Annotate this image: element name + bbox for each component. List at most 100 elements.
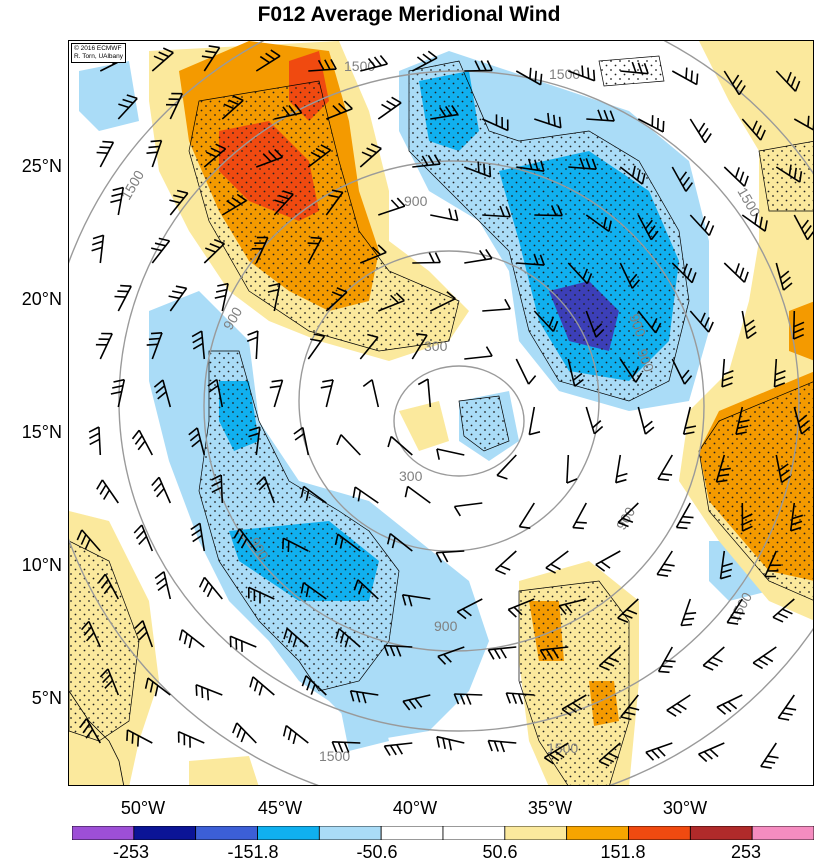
longitude-label: 50°W [120, 798, 166, 818]
wind-barb-flag [201, 55, 213, 59]
wind-barb [533, 310, 554, 332]
colorbar-cell [257, 826, 320, 840]
wind-barb [216, 379, 224, 408]
wind-barb-flag [79, 718, 88, 728]
wind-barb [721, 358, 726, 387]
wind-barb-flag [703, 751, 713, 760]
wind-barb [568, 70, 595, 82]
wind-barb-flag [558, 605, 567, 615]
colorbar-label: 253 [730, 842, 762, 862]
wind-barb [585, 214, 610, 233]
wind-barb-flag [267, 288, 279, 293]
wind-barb [255, 237, 269, 264]
wind-barb [282, 537, 309, 552]
wind-barb-flag [599, 664, 610, 671]
wind-barb-flag [228, 99, 239, 106]
wind-barb [689, 118, 706, 144]
wind-barb [273, 283, 281, 312]
wind-barb-flag [293, 426, 304, 435]
wind-barb [274, 112, 302, 120]
wind-barb-flag [214, 294, 226, 299]
wind-barb-flag [190, 522, 201, 531]
wind-barb [792, 310, 796, 340]
wind-barb-flag [794, 80, 801, 92]
wind-barb-flag [211, 480, 222, 487]
wind-barb-flag [782, 608, 793, 615]
wind-barb-flag [744, 319, 755, 328]
wind-barb-flag [114, 295, 126, 298]
wind-barb [325, 191, 344, 216]
wind-barb-flag [371, 246, 382, 256]
wind-barb-flag [102, 140, 114, 144]
wind-barb [255, 55, 281, 72]
wind-barb-flag [499, 648, 507, 659]
wind-barb-flag [781, 712, 793, 716]
wind-barb-flag [422, 53, 433, 62]
wind-barb [411, 57, 438, 72]
wind-barb-flag [292, 636, 298, 648]
wind-barb-flag [797, 414, 808, 423]
wind-barb [760, 742, 777, 767]
wind-barb [482, 214, 511, 218]
wind-barb-flag [89, 432, 100, 440]
wind-barb-flag [676, 702, 687, 711]
wind-barb-flag [156, 577, 166, 586]
wind-barb-flag [643, 420, 653, 429]
wind-barb-flag [217, 282, 229, 287]
wind-barb [263, 476, 276, 504]
wind-barb-flag [300, 582, 305, 594]
wind-barb [598, 646, 621, 667]
wind-barb [637, 118, 664, 133]
wind-barb-flag [358, 583, 364, 595]
wind-barb [203, 576, 223, 600]
wind-barb-flag [343, 742, 350, 753]
wind-barb-flag [591, 158, 597, 170]
wind-barb-flag [258, 481, 268, 491]
wind-barb [117, 187, 125, 216]
wind-barb [496, 454, 517, 476]
wind-barb-flag [117, 290, 129, 293]
wind-barb-flag [113, 378, 125, 383]
wind-barb-flag [792, 514, 804, 520]
wind-barb-flag [661, 665, 673, 668]
wind-barb-flag [707, 321, 714, 333]
wind-barb [464, 257, 493, 264]
wind-barb [657, 454, 673, 480]
wind-barb-flag [99, 668, 109, 678]
wind-barb-flag [793, 321, 805, 328]
wind-barb-flag [550, 205, 557, 216]
wind-barb-flag [338, 102, 348, 112]
wind-barb [141, 524, 154, 552]
wind-barb-flag [320, 385, 332, 389]
wind-barb [775, 70, 797, 92]
colorbar-cell [751, 826, 814, 840]
wind-barb-flag [774, 376, 786, 382]
wind-barb-flag [708, 225, 715, 236]
wind-barb-flag [812, 123, 813, 130]
wind-barb-flag [89, 438, 100, 446]
wind-barb-flag [104, 679, 114, 689]
map-panel: 1500 1500 1500 900 900 900 900 300 300 9… [68, 40, 814, 786]
wind-barb-flag [752, 662, 764, 670]
wind-barb-flag [548, 316, 555, 328]
wind-barb-flag [122, 98, 134, 104]
wind-barb-flag [153, 379, 164, 388]
wind-barb-flag [621, 613, 633, 619]
wind-barb-flag [112, 186, 124, 191]
wind-barb-flag [615, 478, 627, 484]
wind-barb [437, 646, 465, 658]
wind-barb-flag [137, 735, 140, 747]
wind-barb-flag [782, 282, 793, 291]
wind-barb-flag [209, 243, 221, 249]
wind-barb-flag [742, 525, 753, 532]
wind-barb-flag [110, 198, 122, 204]
wind-barb-flag [483, 163, 486, 175]
wind-barb [325, 291, 348, 312]
wind-barb-flag [660, 568, 672, 572]
colorbar-label: -50.6 [356, 842, 398, 862]
wind-barb-flag [493, 648, 501, 660]
wind-barb-flag [92, 234, 104, 240]
wind-barb-flag [188, 427, 198, 436]
wind-barb-flag [448, 739, 452, 751]
wind-barb-flag [331, 189, 343, 194]
